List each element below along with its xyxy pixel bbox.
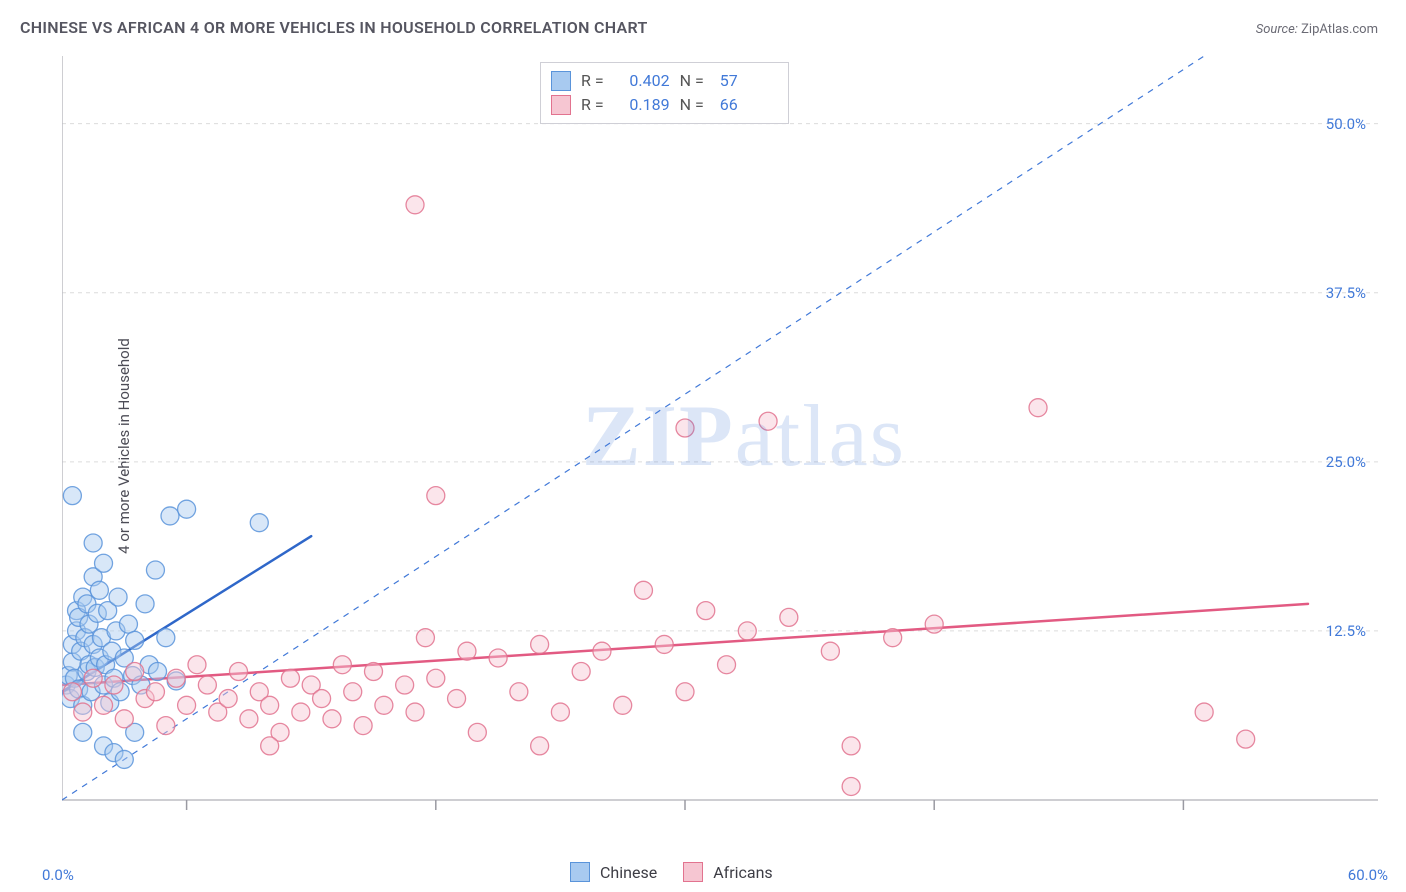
plot-svg — [62, 56, 1378, 836]
ytick-label-1: 25.0% — [1326, 453, 1366, 471]
n-value-0: 57 — [720, 69, 776, 93]
swatch-chinese — [551, 71, 571, 91]
ytick-label-0: 12.5% — [1326, 622, 1366, 640]
legend-item-africans: Africans — [683, 862, 772, 882]
source-value: ZipAtlas.com — [1301, 22, 1378, 37]
legend-item-chinese: Chinese — [570, 862, 657, 882]
n-value-1: 66 — [720, 93, 776, 117]
r-label-1: R = — [581, 93, 604, 117]
legend-label-chinese: Chinese — [600, 863, 657, 882]
legend-swatch-africans — [683, 862, 703, 882]
source-attribution: Source: ZipAtlas.com — [1256, 22, 1378, 37]
bottom-legend: Chinese Africans — [570, 862, 773, 882]
swatch-africans — [551, 95, 571, 115]
ytick-label-2: 37.5% — [1326, 284, 1366, 302]
r-value-0: 0.402 — [614, 69, 670, 93]
legend-swatch-chinese — [570, 862, 590, 882]
xlim-label-max: 60.0% — [1348, 866, 1388, 884]
chart-container: CHINESE VS AFRICAN 4 OR MORE VEHICLES IN… — [0, 0, 1406, 892]
n-label-1: N = — [680, 93, 704, 117]
chart-title: CHINESE VS AFRICAN 4 OR MORE VEHICLES IN… — [20, 18, 648, 37]
source-label: Source: — [1256, 22, 1298, 37]
n-label-0: N = — [680, 69, 704, 93]
ytick-label-3: 50.0% — [1326, 115, 1366, 133]
xlim-label-min: 0.0% — [42, 866, 74, 884]
correlation-legend: R = 0.402 N = 57 R = 0.189 N = 66 — [540, 62, 789, 124]
corr-row-1: R = 0.189 N = 66 — [551, 93, 776, 117]
corr-row-0: R = 0.402 N = 57 — [551, 69, 776, 93]
legend-label-africans: Africans — [713, 863, 772, 882]
r-value-1: 0.189 — [614, 93, 670, 117]
plot-area: 12.5% 25.0% 37.5% 50.0% ZIPatlas R = 0.4… — [62, 56, 1378, 836]
r-label-0: R = — [581, 69, 604, 93]
